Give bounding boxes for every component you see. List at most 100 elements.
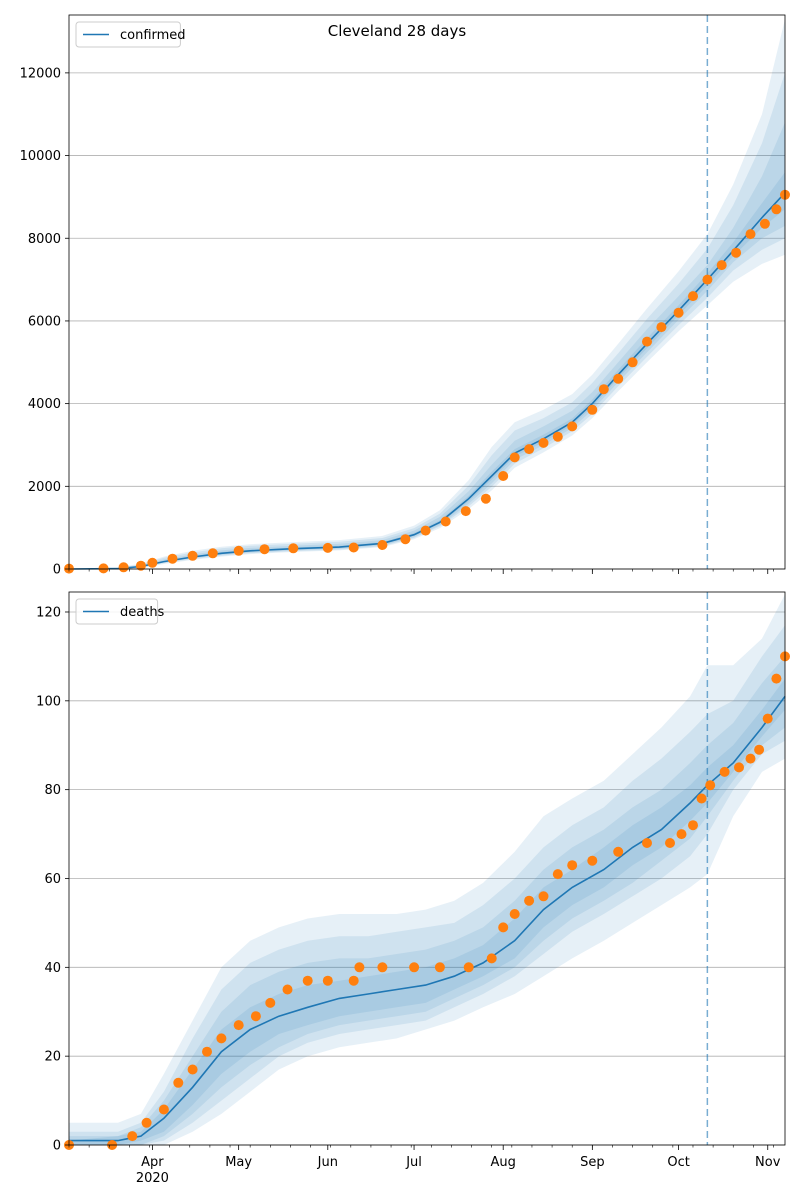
data-point [409,962,420,973]
y-tick-label: 2000 [28,480,61,495]
y-tick-label: 80 [44,783,61,798]
series-line-deaths [69,695,786,1142]
data-point [567,860,578,871]
legend-box [75,598,159,625]
data-point [745,753,756,764]
uncertainty-band [69,594,785,1145]
uncertainty-band [69,625,785,1145]
data-point [233,1020,244,1031]
data-point [187,550,198,561]
y-tick-label: 40 [44,961,61,976]
data-point [460,506,471,517]
x-tick-year-label: 2020 [136,1171,169,1186]
data-point [731,247,742,258]
x-tick-label: Sep [580,1155,605,1170]
legend-box [75,21,181,48]
data-point [587,855,598,866]
x-tick-label: Oct [667,1155,689,1170]
y-tick-label: 6000 [28,314,61,329]
data-point [118,562,129,573]
y-tick-label: 12000 [20,66,61,81]
legend: confirmed [75,21,186,48]
data-point [167,553,178,564]
data-point [480,493,491,504]
data-point [498,922,509,933]
data-point [202,1046,212,1057]
data-point [676,829,687,840]
data-point [127,1131,138,1142]
data-point [509,909,520,919]
data-point [463,962,474,973]
data-point [754,744,765,755]
data-point [656,322,667,333]
data-point [141,1117,152,1128]
data-point [538,437,549,448]
data-point [498,471,509,481]
data-point [524,895,535,906]
series-line-confirmed [68,192,786,570]
data-point [158,1104,169,1115]
data-point [440,516,451,527]
data-point [716,260,727,271]
data-point [216,1033,227,1044]
x-tick-label: Nov [755,1155,781,1170]
data-point [665,838,675,848]
data-point [702,274,713,285]
y-tick-label: 10000 [20,149,61,164]
data-point [771,673,782,684]
x-tick-label: Aug [491,1155,516,1170]
data-point [147,557,158,568]
uncertainty-band [69,656,785,1145]
y-tick-label: 20 [44,1050,61,1065]
data-point [486,953,497,964]
y-tick-label: 120 [36,605,61,620]
data-point [98,563,109,574]
data-point [759,218,770,229]
data-point [688,820,698,831]
uncertainty-band [69,678,785,1145]
x-tick-label: Jun [317,1155,338,1170]
data-point [627,357,638,368]
data-point [538,891,549,902]
data-point [762,713,773,724]
data-point [348,975,359,986]
data-point [187,1064,198,1075]
data-point [613,846,624,857]
data-point [135,560,146,571]
data-point [613,373,624,384]
data-point [400,534,411,545]
confirmed-panel: 0 2000 4000 6000 8000 10000 12000 confirmed [20,14,790,578]
data-point [434,962,445,973]
data-point [250,1011,261,1022]
data-point [173,1077,184,1088]
y-tick-label: 60 [44,872,61,887]
legend-label: deaths [120,605,165,620]
y-tick-label: 4000 [28,397,61,412]
data-point [673,307,684,318]
data-point [288,543,299,554]
data-point [420,525,431,536]
data-point [696,793,707,804]
uncertainty-band [69,172,785,569]
data-point [524,444,535,455]
x-tick-label: May [225,1155,252,1170]
plot-frame [68,14,786,570]
data-point [642,336,652,347]
data-point [265,997,276,1008]
data-point [771,204,782,215]
data-point [552,869,563,880]
y-tick-label: 0 [53,563,61,578]
data-point [734,762,744,773]
data-point [377,962,388,973]
y-tick-label: 0 [53,1139,61,1154]
data-point [302,975,313,986]
data-point [598,384,609,395]
data-point [259,544,270,555]
data-point [642,838,652,848]
data-point [509,452,520,463]
data-point [207,548,218,559]
data-point [552,431,563,442]
x-tick-label: Apr [141,1155,164,1170]
data-point [587,404,598,415]
